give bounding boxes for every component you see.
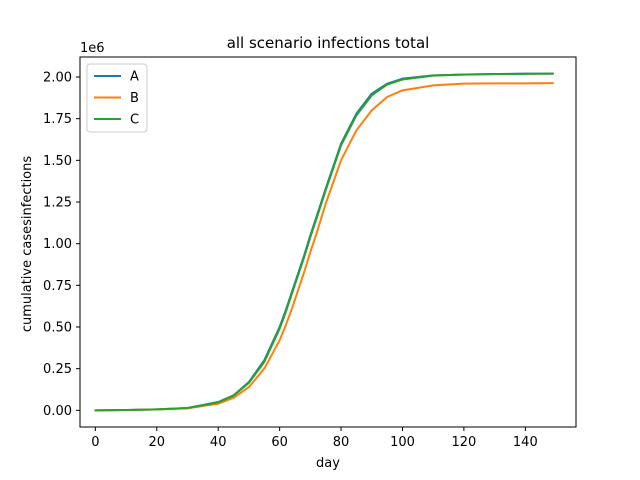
x-tick-label: 0 — [91, 435, 99, 450]
x-tick-label: 60 — [271, 435, 288, 450]
x-axis-label: day — [316, 456, 340, 471]
x-tick-label: 40 — [210, 435, 227, 450]
y-tick-label: 0.75 — [43, 279, 72, 294]
x-tick-label: 20 — [149, 435, 166, 450]
x-tick-label: 120 — [451, 435, 476, 450]
y-tick-label: 2.00 — [43, 71, 72, 86]
x-axis: 0 20 40 60 80 100 120 140 — [91, 427, 538, 450]
y-tick-label: 1.25 — [43, 196, 72, 211]
x-tick-label: 100 — [390, 435, 415, 450]
legend-label-c: C — [130, 113, 139, 128]
y-tick-label: 1.50 — [43, 154, 72, 169]
x-tick-label: 140 — [513, 435, 538, 450]
series-line-c — [94, 72, 554, 412]
y-tick-label: 1.00 — [43, 237, 72, 252]
y-tick-label: 0.00 — [43, 404, 72, 419]
x-tick-label: 80 — [333, 435, 350, 450]
legend-label-b: B — [130, 91, 139, 106]
series-line-b — [94, 82, 554, 412]
legend: ABC — [86, 63, 148, 133]
y-tick-label: 0.50 — [43, 321, 72, 336]
chart-title: all scenario infections total — [227, 34, 430, 52]
plot-area — [79, 56, 577, 428]
y-axis-label: cumulative casesinfections — [20, 156, 35, 333]
y-tick-label: 0.25 — [43, 362, 72, 377]
legend-label-a: A — [130, 70, 139, 85]
plot-frame — [79, 56, 577, 428]
series-line-a — [94, 72, 554, 412]
y-offset-label: 1e6 — [80, 41, 105, 56]
y-tick-label: 1.75 — [43, 112, 72, 127]
y-axis: 0.00 0.25 0.50 0.75 1.00 1.25 1.50 1.75 2.00 — [43, 71, 80, 419]
